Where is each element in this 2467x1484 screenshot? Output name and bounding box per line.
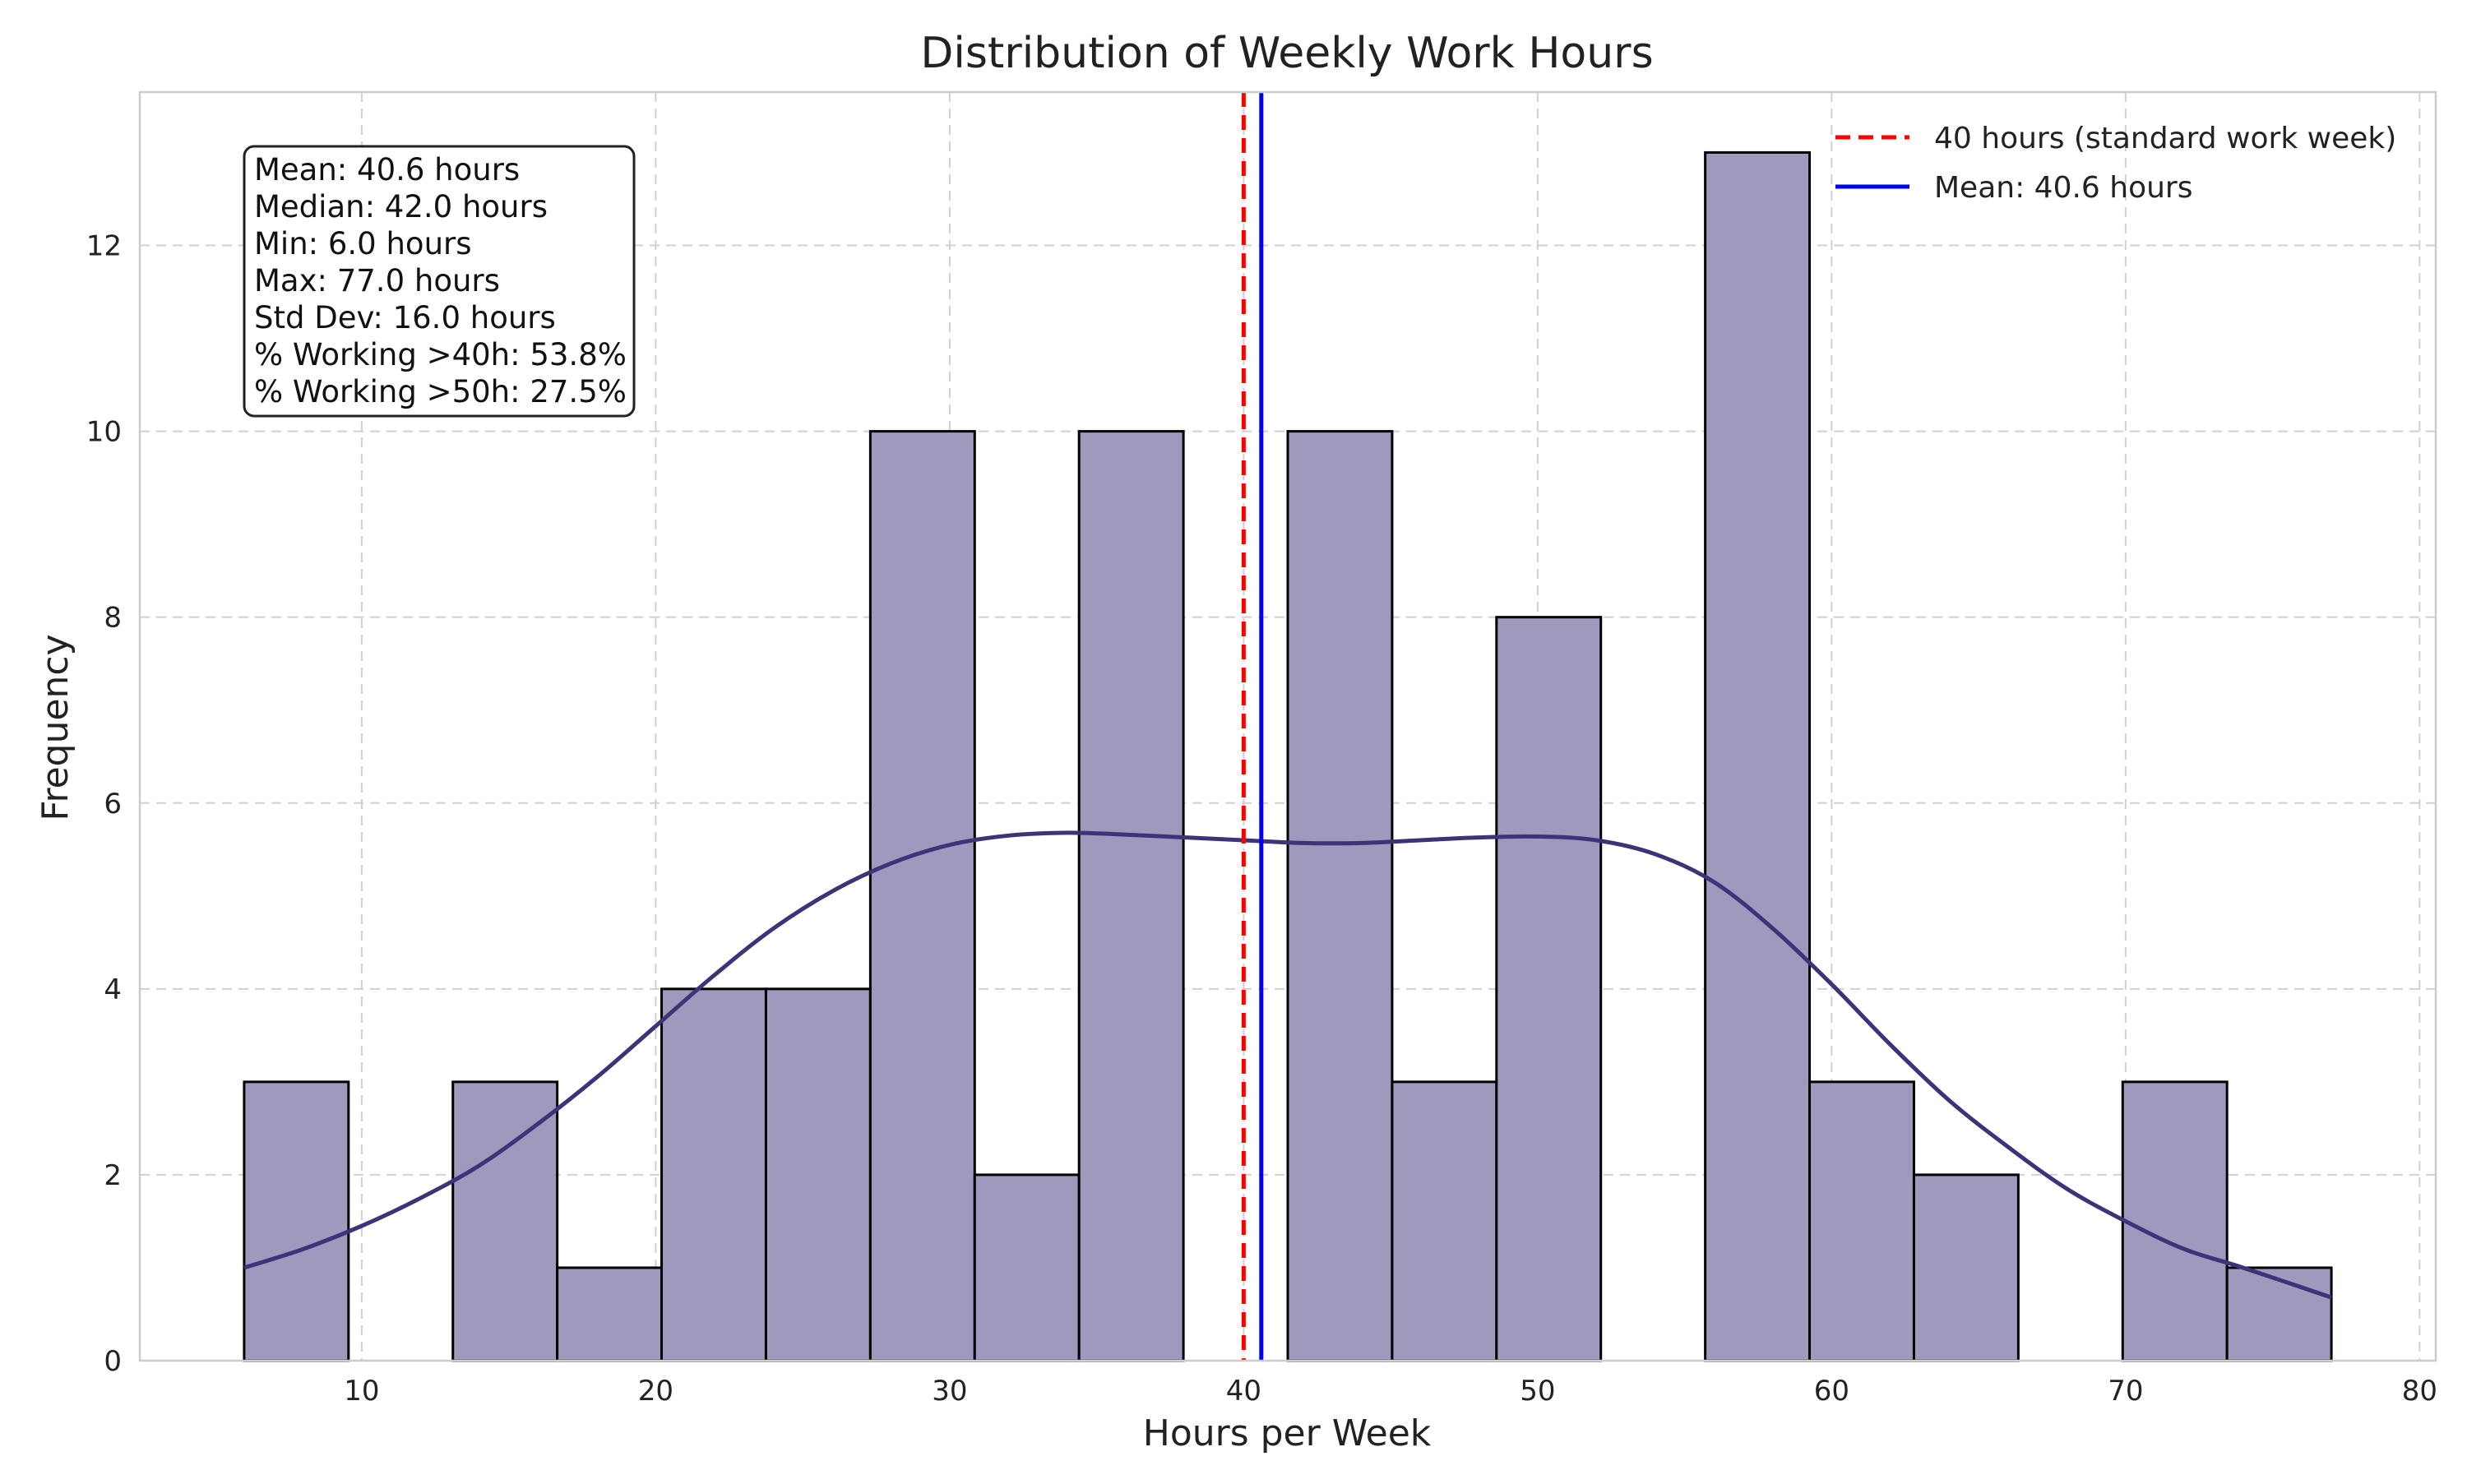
histogram-bar — [1912, 1173, 2020, 1362]
histogram-bar — [2121, 1080, 2229, 1362]
legend: 40 hours (standard work week) Mean: 40.6… — [1835, 122, 2396, 205]
x-tick-label-10: 10 — [344, 1375, 379, 1408]
y-tick-label-12: 12 — [86, 230, 122, 263]
x-tick-label-30: 30 — [932, 1375, 967, 1408]
kde-curve — [243, 830, 2332, 1300]
stats-line-max: Max: 77.0 hours — [254, 263, 500, 298]
histogram-bar — [1808, 1080, 1915, 1362]
stats-box: Mean: 40.6 hours Median: 42.0 hours Min:… — [243, 145, 636, 418]
histogram-bar — [1391, 1080, 1498, 1362]
legend-label-standard-week: 40 hours (standard work week) — [1934, 122, 2396, 155]
histogram-bar — [243, 1080, 350, 1362]
histogram-bar — [868, 430, 976, 1362]
y-tick-labels: 0 2 4 6 8 10 12 — [86, 230, 122, 1378]
reference-lines — [1241, 92, 1264, 1361]
y-tick-label-10: 10 — [86, 416, 122, 449]
histogram-bar — [660, 987, 767, 1362]
kde-curve-group — [243, 830, 2332, 1300]
x-tick-label-60: 60 — [1814, 1375, 1849, 1408]
histogram-bar — [1077, 430, 1185, 1362]
histogram-bar — [556, 1266, 664, 1362]
histogram-bar — [973, 1173, 1081, 1362]
x-tick-label-70: 70 — [2108, 1375, 2143, 1408]
stats-line-median: Median: 42.0 hours — [254, 189, 548, 224]
stats-line-min: Min: 6.0 hours — [254, 226, 472, 261]
histogram-bar — [1704, 150, 1812, 1362]
x-tick-label-80: 80 — [2402, 1375, 2437, 1408]
chart-title: Distribution of Weekly Work Hours — [920, 29, 1653, 78]
y-tick-label-4: 4 — [104, 973, 122, 1006]
stats-line-std-dev: Std Dev: 16.0 hours — [254, 300, 556, 335]
histogram-bar — [2225, 1266, 2333, 1362]
histogram-bar — [1495, 616, 1603, 1362]
y-tick-label-8: 8 — [104, 602, 122, 635]
legend-label-mean: Mean: 40.6 hours — [1934, 171, 2192, 205]
x-tick-label-50: 50 — [1520, 1375, 1555, 1408]
histogram-bar — [764, 987, 872, 1362]
histogram-bar — [451, 1080, 559, 1362]
x-axis-label: Hours per Week — [1143, 1412, 1432, 1454]
histogram-bar — [1286, 430, 1394, 1362]
y-axis-label: Frequency — [35, 634, 76, 821]
stats-box-frame — [243, 145, 636, 418]
stats-line-mean: Mean: 40.6 hours — [254, 152, 520, 187]
plot-frame — [138, 90, 2437, 1362]
x-tick-labels: 10 20 30 40 50 60 70 80 — [344, 1375, 2437, 1408]
stats-line-over-50: % Working >50h: 27.5% — [254, 374, 627, 409]
y-tick-label-0: 0 — [104, 1345, 122, 1378]
stats-line-over-40: % Working >40h: 53.8% — [254, 337, 627, 372]
y-tick-label-2: 2 — [104, 1159, 122, 1192]
x-tick-label-20: 20 — [638, 1375, 673, 1408]
x-tick-label-40: 40 — [1226, 1375, 1261, 1408]
histogram-bars — [243, 150, 2333, 1362]
y-tick-label-6: 6 — [104, 788, 122, 821]
